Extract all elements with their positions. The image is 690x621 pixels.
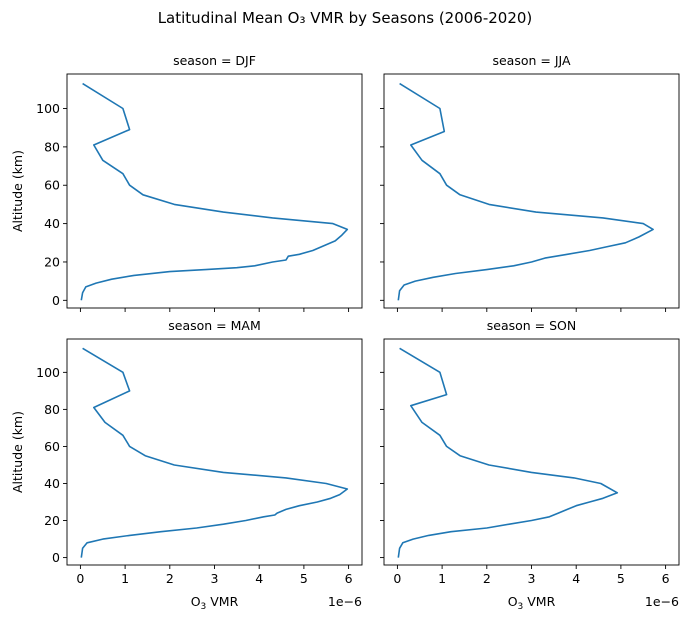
x-axis-label: O3 VMR <box>508 594 556 612</box>
y-tick-label: 0 <box>52 550 60 565</box>
panel-title: season = MAM <box>168 318 261 333</box>
y-tick-label: 100 <box>36 101 60 116</box>
y-tick-label: 100 <box>36 365 60 380</box>
x-tick-label: 4 <box>255 571 263 586</box>
profile-line <box>397 347 619 558</box>
y-tick-label: 20 <box>44 513 60 528</box>
x-tick-label: 1 <box>121 571 129 586</box>
y-tick-label: 20 <box>44 254 60 269</box>
y-tick-label: 60 <box>44 178 60 193</box>
profile-line <box>80 82 349 301</box>
x-tick-label: 4 <box>572 571 580 586</box>
y-axis-label: Altitude (km) <box>10 150 25 232</box>
x-offset-text: 1e−6 <box>645 594 679 609</box>
y-tick-label: 40 <box>44 216 60 231</box>
axes-frame <box>66 73 363 309</box>
axes-frame <box>66 338 363 566</box>
panel-title: season = JJA <box>492 53 571 68</box>
x-tick-label: 6 <box>345 571 353 586</box>
panel-1: season = DJF 0 20 40 60 80 100 Altitude (km) <box>10 53 363 312</box>
profile-line <box>80 347 349 558</box>
x-tick-label: 0 <box>76 571 84 586</box>
panel-title: season = DJF <box>173 53 256 68</box>
panel-title: season = SON <box>487 318 577 333</box>
y-tick-label: 80 <box>44 139 60 154</box>
x-offset-text: 1e−6 <box>328 594 362 609</box>
x-tick-label: 3 <box>211 571 219 586</box>
x-tick-label: 6 <box>662 571 670 586</box>
x-tick-label: 0 <box>393 571 401 586</box>
y-tick-label: 0 <box>52 293 60 308</box>
profile-line <box>397 82 654 301</box>
x-tick-label: 5 <box>617 571 625 586</box>
x-axis-label: O3 VMR <box>191 594 239 612</box>
axes-frame <box>383 73 680 309</box>
y-tick-label: 80 <box>44 402 60 417</box>
y-tick-label: 40 <box>44 476 60 491</box>
x-tick-label: 2 <box>166 571 174 586</box>
x-tick-label: 2 <box>483 571 491 586</box>
x-tick-label: 1 <box>438 571 446 586</box>
x-tick-label: 5 <box>300 571 308 586</box>
x-tick-label: 3 <box>528 571 536 586</box>
figure-title: Latitudinal Mean O₃ VMR by Seasons (2006… <box>158 9 533 27</box>
y-axis-label: Altitude (km) <box>10 411 25 493</box>
panel-4: season = SON 0 1 2 3 4 5 6 O3 VMR 1e−6 <box>380 318 680 612</box>
axes-frame <box>383 338 680 566</box>
panel-2: season = JJA <box>380 53 680 312</box>
y-tick-label: 60 <box>44 439 60 454</box>
